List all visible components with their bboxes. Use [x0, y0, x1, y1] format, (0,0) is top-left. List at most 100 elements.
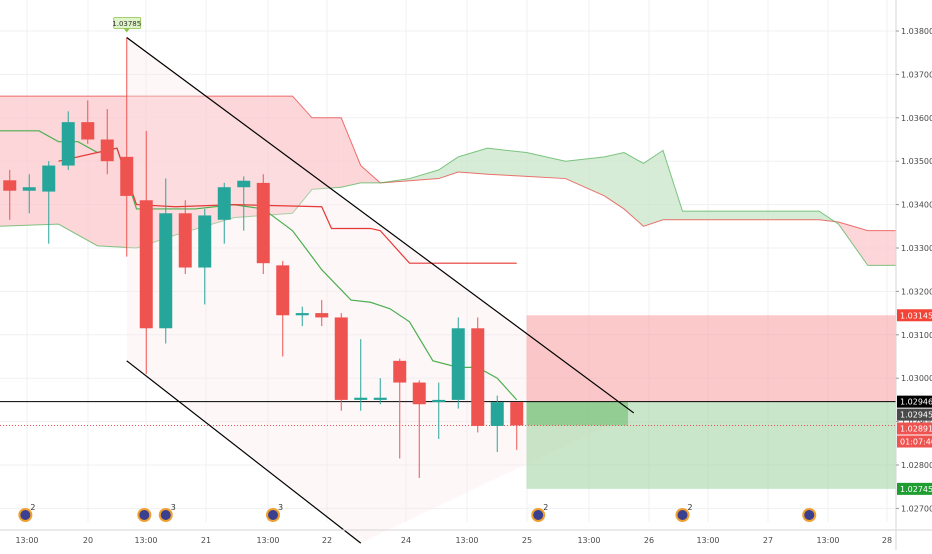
time-tick-label: 28	[882, 536, 892, 545]
candle-body	[198, 215, 212, 268]
last-price-badge	[897, 408, 932, 421]
event-marker-icon	[139, 510, 150, 520]
price-axis-bg	[896, 0, 932, 550]
candle-body	[295, 313, 309, 316]
time-tick-label: 13:00	[577, 536, 600, 545]
price-tick-label: 1.03500	[901, 157, 932, 166]
event-marker-icon	[268, 510, 278, 520]
conversion-line	[0, 130, 518, 401]
stop-price-label: 1.03145	[900, 311, 932, 320]
candle-body	[276, 265, 290, 316]
price-axis: 1.03800 1.03700 1.03600 1.03500 1.03400 1.033…	[895, 0, 932, 550]
target-price-badge	[897, 482, 932, 495]
entry-price-badge	[897, 395, 932, 408]
time-tick-label: 20	[83, 536, 93, 545]
candles	[3, 37, 524, 479]
leading-span-b	[0, 147, 897, 266]
event-marker-count: 3	[278, 503, 283, 512]
candle-body	[315, 313, 329, 318]
cloud-segment	[867, 230, 897, 266]
price-tick-label: 1.03100	[901, 331, 932, 340]
bar-countdown-label: 01:07:40	[900, 438, 932, 447]
ichimoku-cloud	[0, 37, 897, 544]
last-price-label: 1.02945	[900, 411, 932, 420]
time-tick-label: 21	[201, 536, 211, 545]
trend-line-upper	[126, 37, 635, 414]
candle-body	[3, 180, 17, 191]
event-marker-icon	[804, 510, 815, 520]
time-tick-label: 26	[644, 536, 654, 545]
high-marker-label: 1.03785	[112, 20, 141, 28]
price-tick-label: 1.03300	[901, 244, 932, 253]
cloud-segment	[409, 169, 439, 181]
event-marker-icon	[677, 510, 688, 520]
time-axis: 13:00 20 13:00 21 13:00 22 24 13:00 25 13:00 26 13:…	[0, 529, 932, 545]
active-trade-band	[526, 401, 628, 426]
candle-body	[412, 382, 426, 405]
time-tick-label: 13:00	[696, 536, 719, 545]
price-tick-label: 1.02800	[901, 461, 932, 470]
price-tick-label: 1.03000	[901, 374, 932, 383]
bar-countdown-badge	[897, 435, 932, 448]
entry-price-label: 1.02946	[900, 398, 932, 407]
current-price-badge	[897, 422, 932, 435]
time-tick-label: 24	[401, 536, 411, 545]
price-badges: 1.03785 1.03145 1.02946 1.02945 1.02891 01:07…	[112, 17, 932, 495]
cloud-segment	[682, 211, 780, 220]
cloud-segment	[565, 156, 605, 196]
event-marker-icon	[20, 510, 31, 520]
cloud-segment	[487, 148, 527, 177]
trend-channel	[126, 37, 635, 544]
price-tick-label: 1.03700	[901, 70, 932, 79]
trend-line-lower	[126, 360, 362, 544]
candle-body	[334, 317, 348, 400]
cloud-segment	[341, 117, 361, 188]
stop-loss-zone	[526, 315, 907, 402]
high-marker-pointer	[123, 28, 130, 33]
event-marker-icon	[160, 510, 171, 520]
candle-body	[61, 122, 75, 166]
cloud-segment	[624, 152, 644, 227]
event-marker-icon	[533, 510, 544, 520]
time-tick-label: 13:00	[256, 536, 279, 545]
cloud-segment	[438, 156, 459, 179]
cloud-segment	[604, 152, 624, 209]
stop-price-badge	[897, 309, 932, 322]
price-tick-label: 1.03600	[901, 114, 932, 123]
candle-body	[81, 122, 95, 140]
time-tick-label: 13:00	[134, 536, 157, 545]
current-price-label: 1.02891	[900, 425, 932, 434]
time-tick-label: 25	[522, 536, 532, 545]
candle-body	[432, 399, 446, 403]
event-marker-count: 2	[543, 503, 548, 512]
candle-body	[451, 328, 465, 400]
event-marker-count: 3	[171, 503, 176, 512]
time-tick-label: 13:00	[816, 536, 839, 545]
candle-body	[237, 180, 251, 188]
event-marker-count: 2	[30, 503, 35, 512]
time-tick-label: 27	[763, 536, 773, 545]
cloud-segment	[58, 96, 98, 246]
candle-body	[393, 360, 407, 383]
candle-body	[510, 402, 524, 426]
price-tick-label: 1.03200	[901, 287, 932, 296]
price-tick-label: 1.03800	[901, 27, 932, 36]
candle-body	[373, 397, 387, 400]
price-tick-label: 1.02900	[901, 418, 932, 427]
candle-body	[217, 187, 231, 220]
event-marker-count: 2	[688, 503, 693, 512]
cloud-segment	[312, 117, 342, 190]
candle-body	[100, 139, 114, 162]
cloud-segment	[780, 211, 819, 220]
candle-body	[490, 402, 504, 426]
trend-channel-fill	[126, 37, 634, 544]
candle-body	[354, 397, 368, 400]
price-tick-label: 1.02700	[901, 504, 932, 513]
event-markers: 2 3 3 2 2	[18, 503, 817, 522]
position-tool	[0, 315, 907, 489]
target-price-label: 1.02745	[900, 485, 932, 494]
candle-body	[120, 156, 134, 196]
candle-body	[256, 182, 270, 264]
